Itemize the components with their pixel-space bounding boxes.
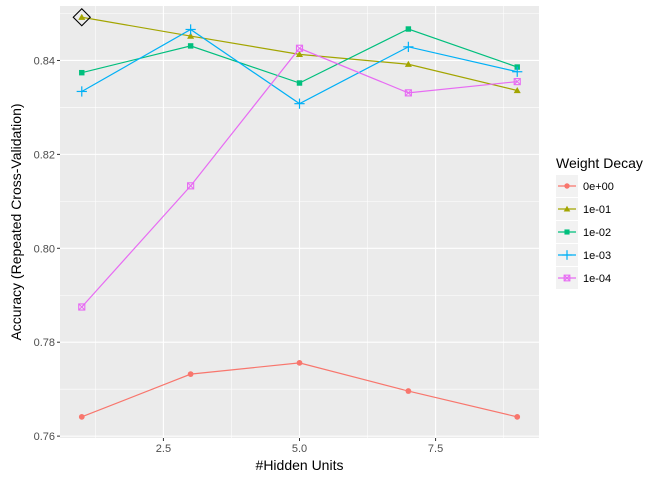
legend-item-1e-04: 1e-04	[556, 267, 611, 289]
major-gridlines	[60, 6, 539, 438]
legend-key-marker	[562, 250, 572, 260]
x-tick-label: 5.0	[292, 443, 307, 455]
data-point	[512, 66, 523, 77]
data-point	[78, 303, 86, 311]
legend-item-1e-02: 1e-02	[556, 221, 611, 243]
legend-title: Weight Decay	[556, 155, 643, 171]
data-point	[185, 24, 196, 35]
y-axis: 0.76 0.78 0.80 0.82 0.84	[34, 55, 60, 443]
best-point-marker	[72, 7, 92, 27]
legend-item-0e+00: 0e+00	[556, 175, 614, 197]
data-point	[79, 69, 85, 76]
data-point	[296, 80, 303, 86]
legend-label: 1e-04	[583, 273, 611, 285]
legend-key-marker	[563, 205, 571, 212]
data-point	[296, 359, 303, 366]
y-tick-label: 0.76	[34, 431, 55, 443]
legend-key-marker	[564, 229, 570, 235]
legend-item-1e-03: 1e-03	[556, 244, 611, 266]
x-axis: 2.5 5.0 7.5	[156, 438, 443, 455]
data-point	[187, 32, 195, 39]
data-point	[514, 413, 521, 420]
data-point	[187, 43, 194, 49]
highlight-layer	[72, 7, 92, 27]
series-0e+00	[78, 359, 521, 420]
data-point	[78, 13, 86, 20]
data-point	[78, 413, 85, 420]
data-point	[405, 26, 412, 32]
x-tick-label: 7.5	[428, 443, 443, 455]
x-tick-label: 2.5	[156, 443, 171, 455]
legend-key-marker	[563, 274, 571, 282]
x-axis-title: #Hidden Units	[256, 457, 344, 473]
data-point	[187, 182, 195, 190]
data-point	[76, 86, 87, 97]
series-1e-01	[78, 13, 521, 94]
y-tick-label: 0.80	[34, 243, 55, 255]
series-layer	[76, 13, 523, 420]
data-point	[295, 44, 304, 52]
data-point	[295, 50, 304, 58]
data-point	[513, 87, 521, 94]
data-point	[404, 89, 412, 97]
legend-items: 0e+00 1e-01 1e-02 1e-03 1e-04	[556, 175, 614, 289]
legend-label: 1e-03	[583, 250, 611, 262]
legend-item-1e-01: 1e-01	[556, 198, 611, 220]
data-point	[294, 98, 305, 109]
legend: Weight Decay 0e+00 1e-01 1e-02 1e-03 1e-04	[556, 155, 643, 289]
data-point	[405, 388, 412, 394]
y-tick-label: 0.84	[34, 55, 55, 67]
legend-label: 0e+00	[583, 181, 614, 193]
legend-label: 1e-02	[583, 227, 611, 239]
data-point	[513, 78, 521, 86]
data-point	[403, 41, 414, 52]
series-1e-04	[78, 44, 521, 311]
series-1e-03	[76, 24, 523, 109]
data-point	[187, 371, 194, 378]
y-axis-title: Accuracy (Repeated Cross-Validation)	[8, 103, 24, 340]
y-tick-label: 0.78	[34, 337, 55, 349]
y-tick-label: 0.82	[34, 149, 55, 161]
legend-label: 1e-01	[583, 204, 611, 216]
data-point	[404, 60, 412, 67]
legend-key-marker	[564, 183, 570, 189]
